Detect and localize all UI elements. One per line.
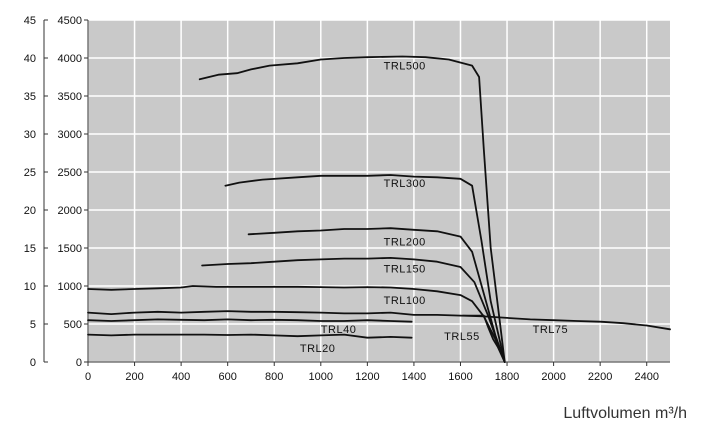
series-line-trl200 [247, 227, 506, 363]
y2-tick-label: 20 [24, 205, 36, 217]
series-label-trl100: TRL100 [384, 295, 426, 307]
series-label-trl75: TRL75 [533, 324, 569, 336]
y-tick-label: 3500 [58, 91, 82, 103]
y2-tick-label: 30 [24, 129, 36, 141]
series-label-trl300: TRL300 [384, 178, 426, 190]
series-label-trl40: TRL40 [321, 324, 357, 336]
tick-labels: 0 200 400 600 800 1000 1200 1400 1600 1800 2000 220… [24, 15, 659, 383]
y-tick-label: 1000 [58, 281, 82, 293]
y2-tick-label: 15 [24, 243, 36, 255]
y-tick-label: 4000 [58, 53, 82, 65]
series-line-trl75 [87, 310, 671, 331]
y-tick-label: 2500 [58, 167, 82, 179]
y-tick-label: 4500 [58, 15, 82, 27]
plot-background [88, 20, 670, 362]
x-tick-label: 1800 [495, 371, 519, 383]
series-label-trl150: TRL150 [384, 263, 426, 275]
x-tick-label: 200 [125, 371, 143, 383]
x-tick-label: 1400 [402, 371, 426, 383]
x-tick-label: 800 [265, 371, 283, 383]
y2-tick-label: 45 [24, 15, 36, 27]
series-line-trl55 [461, 314, 506, 363]
series-label-trl200: TRL200 [384, 237, 426, 249]
x-tick-label: 1000 [309, 371, 333, 383]
x-tick-label: 0 [85, 371, 91, 383]
y2-tick-label: 40 [24, 53, 36, 65]
x-tick-label: 1200 [355, 371, 379, 383]
y-tick-label: 3000 [58, 129, 82, 141]
axes [43, 19, 670, 366]
y-tick-label: 500 [64, 319, 82, 331]
x-tick-label: 400 [172, 371, 190, 383]
series-label-trl55: TRL55 [444, 331, 480, 343]
y-tick-label: 0 [76, 357, 82, 369]
series-line-trl300 [224, 174, 506, 363]
y-tick-label: 1500 [58, 243, 82, 255]
y2-tick-label: 5 [30, 319, 36, 331]
series-label-trl500: TRL500 [384, 60, 426, 72]
y2-tick-label: 25 [24, 167, 36, 179]
series-line-trl100 [87, 285, 506, 363]
series-label-trl20: TRL20 [300, 343, 336, 355]
series-line-trl20 [87, 333, 413, 339]
y-tick-label: 2000 [58, 205, 82, 217]
series-line-trl500 [198, 55, 506, 363]
y2-tick-label: 0 [30, 357, 36, 369]
x-tick-label: 2000 [541, 371, 565, 383]
series-labels: TRL500 TRL300 TRL200 TRL150 TRL100 TRL75 TRL55… [300, 60, 568, 355]
series-line-trl150 [201, 257, 506, 363]
x-tick-label: 1600 [448, 371, 472, 383]
x-tick-label: 2200 [588, 371, 612, 383]
y2-tick-label: 10 [24, 281, 36, 293]
x-tick-label: 2400 [634, 371, 658, 383]
series-group [87, 55, 671, 363]
x-tick-label: 600 [219, 371, 237, 383]
y2-tick-label: 35 [24, 91, 36, 103]
series-line-trl40 [87, 318, 413, 323]
x-axis-label: Luftvolumen m³/h [563, 405, 687, 422]
